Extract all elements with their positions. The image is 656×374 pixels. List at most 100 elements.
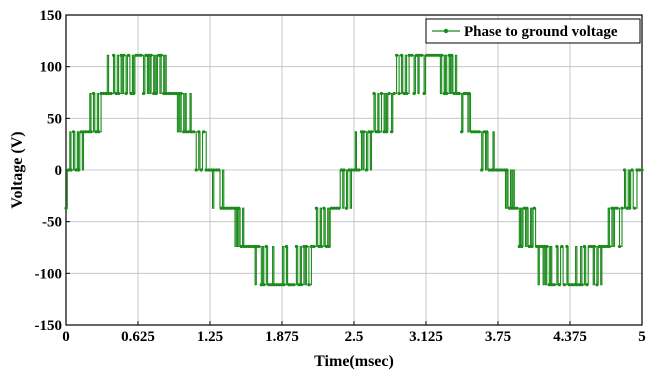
data-point: [202, 130, 206, 134]
data-point: [525, 206, 529, 210]
y-tick-label: 0: [55, 163, 63, 179]
data-point: [485, 130, 489, 134]
x-tick-label: 0: [62, 329, 70, 345]
data-point: [242, 244, 246, 249]
data-point: [76, 168, 81, 172]
data-point: [420, 53, 424, 57]
data-point: [475, 130, 479, 134]
data-point: [122, 53, 126, 57]
y-tick-label: 100: [40, 60, 63, 76]
data-point: [249, 244, 253, 249]
data-point: [532, 206, 536, 210]
y-tick-label: 50: [47, 111, 62, 127]
data-point: [194, 168, 198, 172]
data-point: [352, 168, 356, 172]
data-point: [617, 244, 622, 249]
data-point: [437, 53, 441, 57]
data-point: [327, 244, 331, 249]
data-point: [334, 206, 339, 210]
data-point: [282, 283, 286, 287]
data-point: [124, 91, 128, 96]
data-point: [189, 130, 193, 134]
data-point: [179, 91, 183, 96]
data-point: [164, 91, 168, 96]
data-point: [495, 168, 499, 172]
data-point: [632, 206, 637, 210]
data-point: [505, 168, 509, 172]
data-point: [112, 53, 116, 57]
data-point: [535, 244, 539, 249]
data-point: [69, 168, 73, 172]
data-point: [592, 244, 597, 249]
data-point: [452, 91, 456, 96]
data-point: [357, 168, 361, 172]
data-point: [490, 168, 494, 172]
data-point: [317, 244, 321, 249]
data-point: [507, 206, 511, 210]
data-point: [169, 91, 173, 96]
data-point: [212, 168, 216, 172]
y-tick-label: -100: [35, 266, 63, 282]
data-point: [432, 53, 436, 57]
data-point: [557, 283, 562, 287]
data-point: [435, 53, 439, 57]
data-point: [172, 91, 176, 96]
data-point: [192, 130, 196, 134]
data-point: [612, 206, 617, 210]
data-point: [635, 168, 639, 172]
data-point: [64, 206, 68, 210]
data-point: [387, 91, 391, 96]
data-point: [304, 244, 308, 249]
data-point: [577, 283, 582, 287]
data-point: [157, 53, 161, 57]
data-point: [622, 168, 627, 172]
data-point: [625, 206, 629, 210]
y-tick-label: 150: [40, 8, 63, 24]
data-point: [66, 168, 71, 172]
data-point: [422, 91, 426, 96]
data-point: [395, 53, 399, 57]
x-axis-label: Time(msec): [314, 353, 394, 370]
data-point: [630, 168, 634, 172]
data-point: [462, 91, 466, 96]
data-point: [259, 283, 263, 287]
data-point: [447, 53, 451, 57]
data-point: [527, 244, 531, 249]
data-point: [587, 244, 592, 249]
data-point: [477, 130, 481, 134]
data-point: [597, 244, 602, 249]
data-point: [319, 244, 323, 249]
data-point: [272, 283, 276, 287]
data-point: [232, 206, 236, 210]
data-point: [187, 130, 191, 134]
data-point: [74, 168, 78, 172]
data-point: [627, 206, 632, 210]
data-point: [97, 130, 101, 134]
data-point: [562, 283, 567, 287]
data-point: [382, 130, 386, 134]
data-point: [147, 53, 151, 57]
data-point: [217, 168, 221, 172]
data-point: [81, 130, 86, 134]
data-point: [555, 244, 559, 249]
data-point: [460, 130, 464, 134]
data-point: [615, 206, 619, 210]
data-point: [267, 283, 271, 287]
data-point: [397, 91, 401, 96]
data-point: [119, 53, 123, 57]
data-point: [94, 130, 98, 134]
data-point: [600, 244, 604, 249]
data-point: [547, 283, 551, 287]
data-point: [342, 168, 346, 172]
data-point: [134, 53, 138, 57]
data-point: [324, 244, 329, 249]
data-point: [262, 283, 266, 287]
data-point: [71, 130, 76, 134]
data-point: [565, 244, 569, 249]
data-point: [154, 91, 158, 96]
data-point: [537, 244, 541, 249]
data-point: [402, 91, 406, 96]
data-point: [545, 244, 549, 249]
data-point: [377, 130, 381, 134]
